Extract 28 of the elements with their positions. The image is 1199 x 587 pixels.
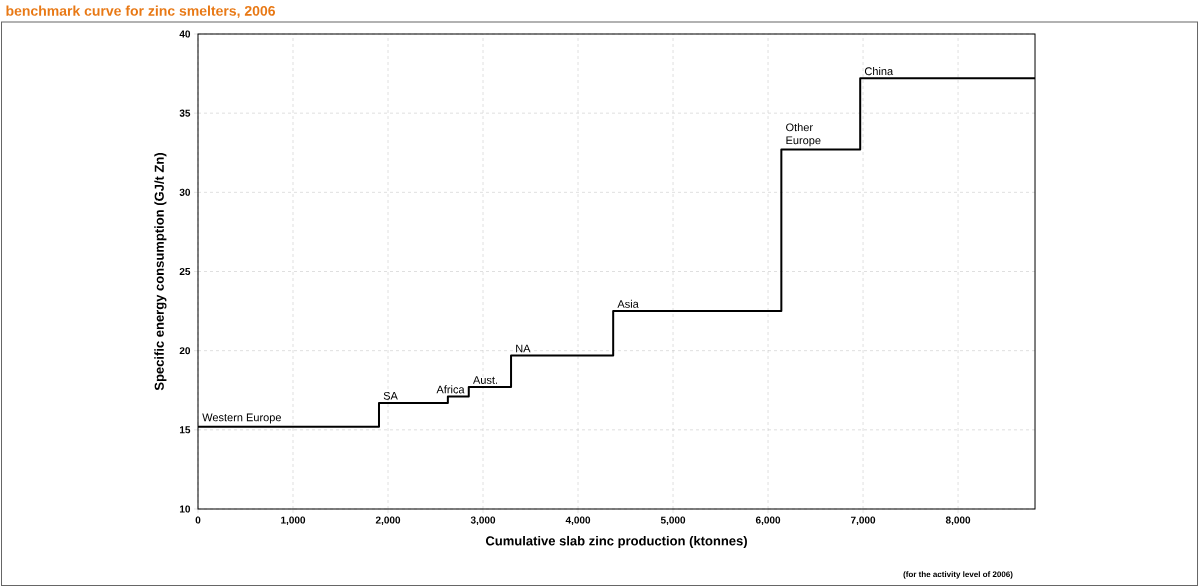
annotation: China [864, 67, 894, 76]
y-tick-label: 35 [179, 109, 191, 117]
x-tick-label: 1,000 [281, 516, 306, 526]
x-tick-label: 8,000 [945, 516, 971, 526]
annotation: Western Europe [202, 413, 281, 424]
x-tick-label: 5,000 [660, 516, 686, 526]
x-tick-label: 4,000 [565, 516, 591, 526]
text: (for the activity level of 2006) [903, 571, 1013, 579]
y-tick-label: 30 [179, 188, 191, 196]
annotation: Other Europe [786, 123, 821, 147]
annotation: Africa [436, 385, 465, 394]
y-axis-title: Specific energy consumption (GJ/t Zn) [154, 152, 167, 391]
x-tick-label: 6,000 [755, 516, 781, 526]
x-tick-label: 7,000 [850, 516, 876, 526]
y-tick-label: 25 [179, 267, 191, 276]
annotation: Aust. [472, 376, 498, 384]
y-tick-label: 20 [179, 347, 191, 355]
chart-title: benchmark curve for zinc smelters, 2006 [6, 5, 276, 18]
annotation: Asia [617, 299, 639, 308]
x-tick-label: 3,000 [470, 516, 496, 526]
annotation: SA [383, 391, 398, 400]
y-tick-label: 10 [179, 505, 191, 513]
y-tick-label: 15 [179, 426, 191, 434]
annotation: NA [516, 344, 531, 353]
y-tick-label: 40 [179, 30, 191, 38]
x-tick-label: 0 [195, 516, 201, 524]
x-axis-title: Cumulative slab zinc production (ktonnes) [485, 535, 747, 549]
x-tick-label: 2,000 [375, 516, 401, 526]
